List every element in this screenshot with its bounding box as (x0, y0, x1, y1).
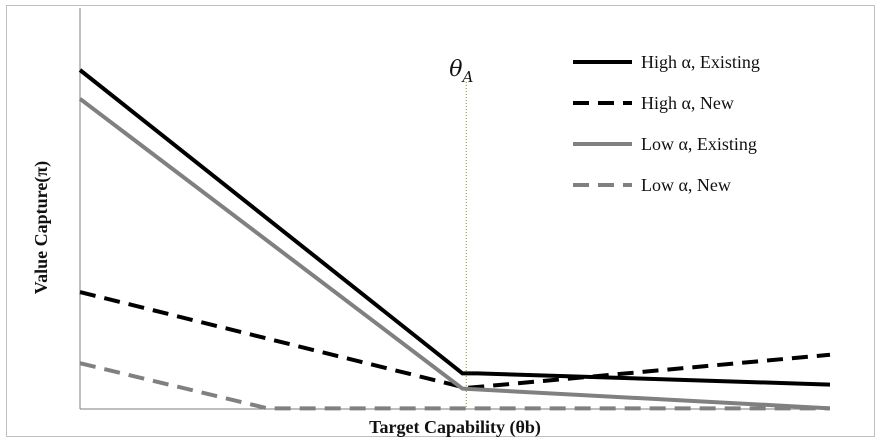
legend-label-3: Low α, New (641, 175, 731, 195)
series-line-3 (79, 361, 830, 411)
series-line-0 (78, 68, 831, 387)
theta-a-subscript: A (461, 68, 474, 86)
theta-a-symbol: θ (449, 57, 462, 82)
series-line-1 (79, 290, 831, 390)
theta-a-annotation: θA (449, 57, 473, 86)
x-axis-title: Target Capability (θb) (369, 417, 541, 438)
legend-label-0: High α, Existing (641, 52, 760, 72)
y-axis-title: Value Capture(π) (31, 161, 52, 294)
plot-area (78, 8, 831, 411)
series-layer (78, 68, 831, 411)
legend-label-2: Low α, Existing (641, 134, 757, 154)
series-line-2 (78, 97, 831, 411)
legend-label-1: High α, New (641, 93, 734, 113)
legend: High α, Existing High α, New Low α, Existi… (573, 52, 760, 195)
